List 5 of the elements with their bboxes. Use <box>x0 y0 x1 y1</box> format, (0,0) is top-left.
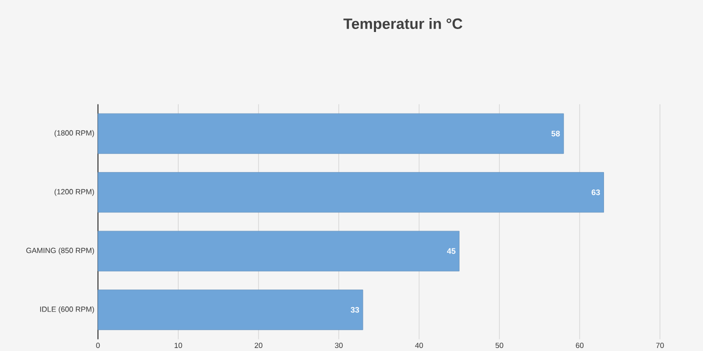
bar <box>98 289 364 330</box>
bar <box>98 230 460 272</box>
bar <box>98 113 564 154</box>
bar <box>98 172 604 212</box>
chart-title: Temperatur in °C <box>343 18 462 32</box>
